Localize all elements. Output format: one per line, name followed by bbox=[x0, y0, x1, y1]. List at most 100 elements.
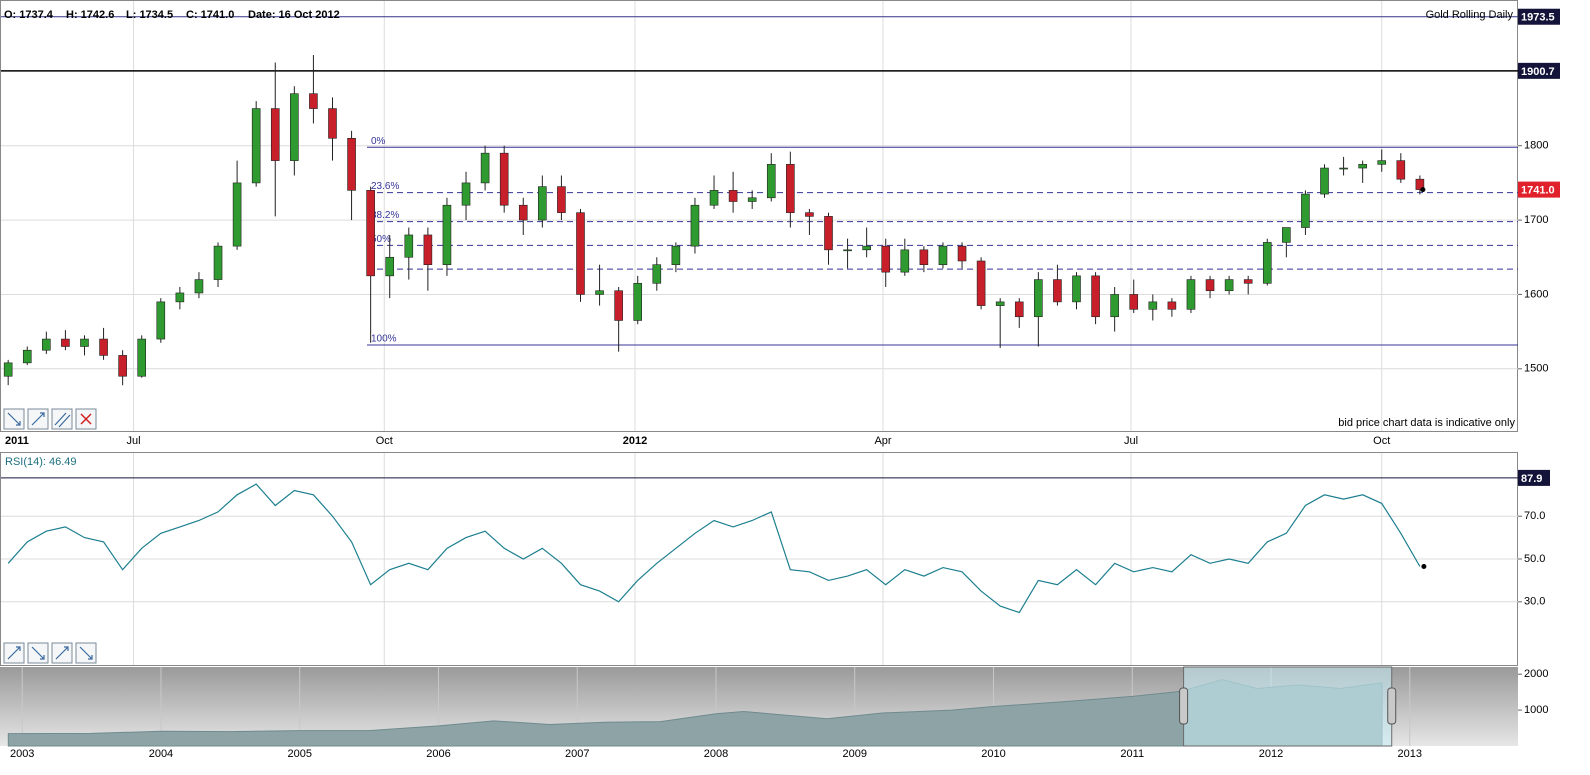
tool-icon bbox=[80, 413, 92, 425]
candle-body bbox=[1091, 275, 1100, 318]
x-tick-label: 2007 bbox=[565, 748, 589, 760]
candle-body bbox=[576, 212, 585, 295]
candle-body bbox=[175, 292, 185, 303]
x-tick-label: 2009 bbox=[843, 748, 867, 760]
tool-icon bbox=[31, 646, 45, 660]
candle-body bbox=[22, 349, 32, 364]
y-tick-label: 1600 bbox=[1524, 288, 1548, 300]
candle-body bbox=[881, 245, 891, 273]
candle-body bbox=[671, 245, 681, 266]
candle-body bbox=[194, 279, 204, 294]
candle-body bbox=[1053, 279, 1062, 303]
candle-body bbox=[61, 338, 70, 347]
x-tick-label: Jul bbox=[1124, 435, 1138, 447]
level-box bbox=[1518, 62, 1560, 79]
candle-body bbox=[499, 152, 509, 206]
price-panel bbox=[0, 0, 1518, 432]
tool-icon bbox=[54, 412, 71, 428]
candle-body bbox=[137, 338, 147, 377]
navigator-window bbox=[1183, 666, 1393, 747]
ohlc-header: H: 1742.6 bbox=[66, 9, 114, 21]
x-tick-label: 2012 bbox=[623, 435, 647, 447]
candle-body bbox=[1262, 242, 1272, 284]
candle-body bbox=[747, 197, 757, 202]
tool-icon bbox=[7, 646, 21, 660]
tool-button[interactable] bbox=[51, 408, 73, 430]
candle-body bbox=[595, 290, 604, 295]
start-year-label: 2011 bbox=[5, 435, 29, 447]
chart-title: Gold Rolling Daily bbox=[1426, 9, 1514, 21]
tool-icon bbox=[31, 412, 45, 426]
x-tick-label: 2005 bbox=[287, 748, 311, 760]
candle-body bbox=[633, 282, 643, 321]
disclaimer: bid price chart data is indicative only bbox=[1338, 417, 1515, 429]
candle-body bbox=[347, 137, 356, 191]
candle-body bbox=[538, 186, 547, 221]
level-label: 1973.5 bbox=[1521, 12, 1555, 24]
candle-body bbox=[1282, 227, 1291, 243]
candle-body bbox=[957, 245, 967, 262]
candle-body bbox=[1034, 279, 1043, 318]
x-tick-label: 2006 bbox=[426, 748, 450, 760]
candle-body bbox=[1072, 275, 1081, 303]
x-tick-label: 2004 bbox=[149, 748, 173, 760]
last-price-box bbox=[1518, 181, 1560, 198]
candle-body bbox=[1339, 167, 1348, 170]
x-tick-label: 2011 bbox=[1120, 748, 1144, 760]
candle-body bbox=[290, 93, 299, 161]
candle-body bbox=[995, 301, 1005, 306]
candle-body bbox=[1224, 279, 1234, 292]
candle-body bbox=[3, 362, 13, 377]
candle-body bbox=[919, 249, 929, 266]
ohlc-header: Date: 16 Oct 2012 bbox=[248, 9, 340, 21]
candle-body bbox=[557, 186, 566, 213]
fib-label: 23.6% bbox=[371, 181, 399, 192]
ohlc-header: L: 1734.5 bbox=[126, 9, 173, 21]
candle-body bbox=[270, 108, 280, 161]
candle-body bbox=[1205, 279, 1215, 292]
navigator-handle[interactable] bbox=[1179, 687, 1189, 725]
candle-body bbox=[423, 234, 433, 266]
rsi-tools[interactable] bbox=[3, 642, 97, 664]
tool-icon bbox=[79, 646, 93, 660]
x-tick-label: 2010 bbox=[981, 748, 1005, 760]
plot-layer: 0% 23.6% 38.2% 50% 100% bbox=[1, 1, 1518, 747]
candle-body bbox=[80, 338, 89, 347]
candle-body bbox=[366, 190, 375, 277]
candle-body bbox=[118, 355, 127, 377]
candle-body bbox=[385, 256, 395, 277]
candle-body bbox=[461, 182, 471, 206]
candle-body bbox=[938, 245, 948, 266]
x-tick-label: 2013 bbox=[1398, 748, 1422, 760]
fib-label: 38.2% bbox=[371, 210, 399, 221]
rsi-line bbox=[7, 483, 1421, 614]
ohlc-header: O: 1737.4 bbox=[4, 9, 54, 21]
tool-icon bbox=[55, 646, 69, 660]
candle-body bbox=[251, 108, 261, 184]
level-label: 1900.7 bbox=[1521, 66, 1555, 78]
y-tick-label: 1700 bbox=[1524, 214, 1548, 226]
candle-body bbox=[786, 164, 795, 213]
candle-body bbox=[232, 182, 242, 247]
candle-body bbox=[518, 204, 528, 221]
navigator-handle[interactable] bbox=[1387, 687, 1397, 725]
candle-body bbox=[1301, 193, 1310, 228]
candle-body bbox=[766, 164, 776, 199]
last-price-dot bbox=[1420, 187, 1426, 193]
drawing-tools[interactable] bbox=[3, 408, 97, 430]
candle-body bbox=[442, 204, 452, 266]
candle-body bbox=[1110, 294, 1119, 318]
candle-body bbox=[652, 264, 662, 284]
x-tick-label: Jul bbox=[127, 435, 141, 447]
fib-label: 100% bbox=[371, 334, 397, 345]
candle-body bbox=[1320, 167, 1329, 195]
candle-body bbox=[900, 249, 910, 273]
candle-body bbox=[690, 204, 700, 247]
rsi-title: RSI(14): 46.49 bbox=[5, 456, 77, 468]
x-tick-label: Apr bbox=[874, 435, 891, 447]
y-tick-label: 70.0 bbox=[1524, 510, 1545, 522]
y-tick-label: 1500 bbox=[1524, 363, 1548, 375]
candle-body bbox=[404, 234, 414, 258]
candle-body bbox=[1167, 301, 1177, 310]
